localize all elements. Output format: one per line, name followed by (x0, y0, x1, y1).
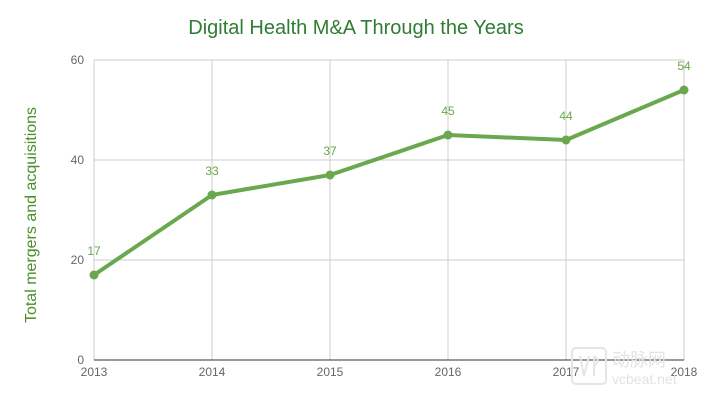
data-label: 37 (323, 144, 337, 158)
series (89, 85, 689, 280)
data-point (325, 170, 335, 180)
x-tick-label: 2013 (81, 365, 108, 379)
x-tick-label: 2014 (199, 365, 226, 379)
y-tick-label: 0 (77, 353, 84, 367)
data-point (561, 135, 571, 145)
watermark-logo-icon (571, 347, 607, 385)
data-labels: 17 33 37 45 44 54 (87, 59, 691, 258)
x-tick-label: 2017 (553, 365, 580, 379)
y-tick-label: 40 (71, 153, 85, 167)
chart-title: Digital Health M&A Through the Years (188, 17, 523, 39)
y-tick-label: 60 (71, 53, 85, 67)
y-tick-label: 20 (71, 253, 85, 267)
grid (93, 59, 685, 360)
data-label: 45 (441, 104, 455, 118)
data-label: 33 (205, 164, 219, 178)
data-label: 17 (87, 244, 101, 258)
data-point (207, 190, 217, 200)
data-label: 44 (559, 109, 573, 123)
watermark-url-text: vcbeat.net (612, 371, 677, 387)
data-point (443, 130, 453, 140)
x-tick-label: 2018 (671, 365, 698, 379)
x-tick-label: 2016 (435, 365, 462, 379)
data-point (89, 270, 99, 280)
watermark-cn-text: 动脉网 (612, 350, 666, 370)
data-label: 54 (677, 59, 691, 73)
watermark: 动脉网 vcbeat.net (571, 347, 677, 387)
axes: 0 20 40 60 2013 2014 2015 2016 2017 2018 (71, 53, 698, 379)
x-tick-label: 2015 (317, 365, 344, 379)
y-axis-label: Total mergers and acquisitions (23, 107, 40, 323)
data-point (679, 85, 689, 95)
series-line (92, 88, 686, 277)
